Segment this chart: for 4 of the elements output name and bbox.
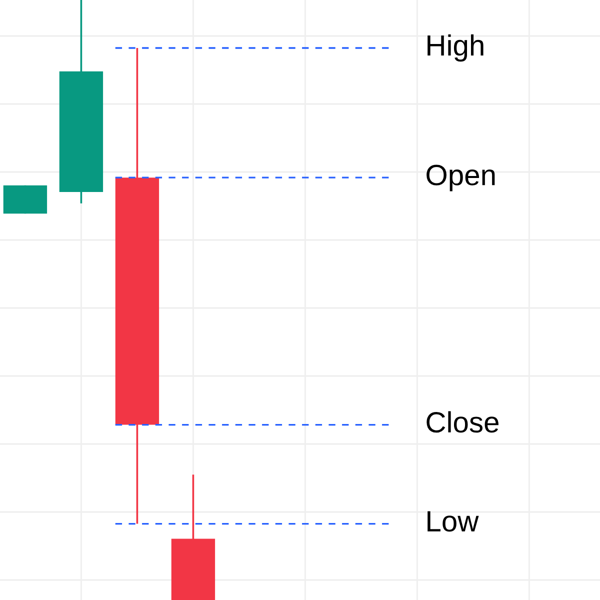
ref-line-label: Close (426, 411, 498, 433)
ref-line-label: Low (428, 511, 479, 532)
ref-line-label: High (428, 34, 484, 62)
ref-line-label: Open (426, 164, 495, 192)
